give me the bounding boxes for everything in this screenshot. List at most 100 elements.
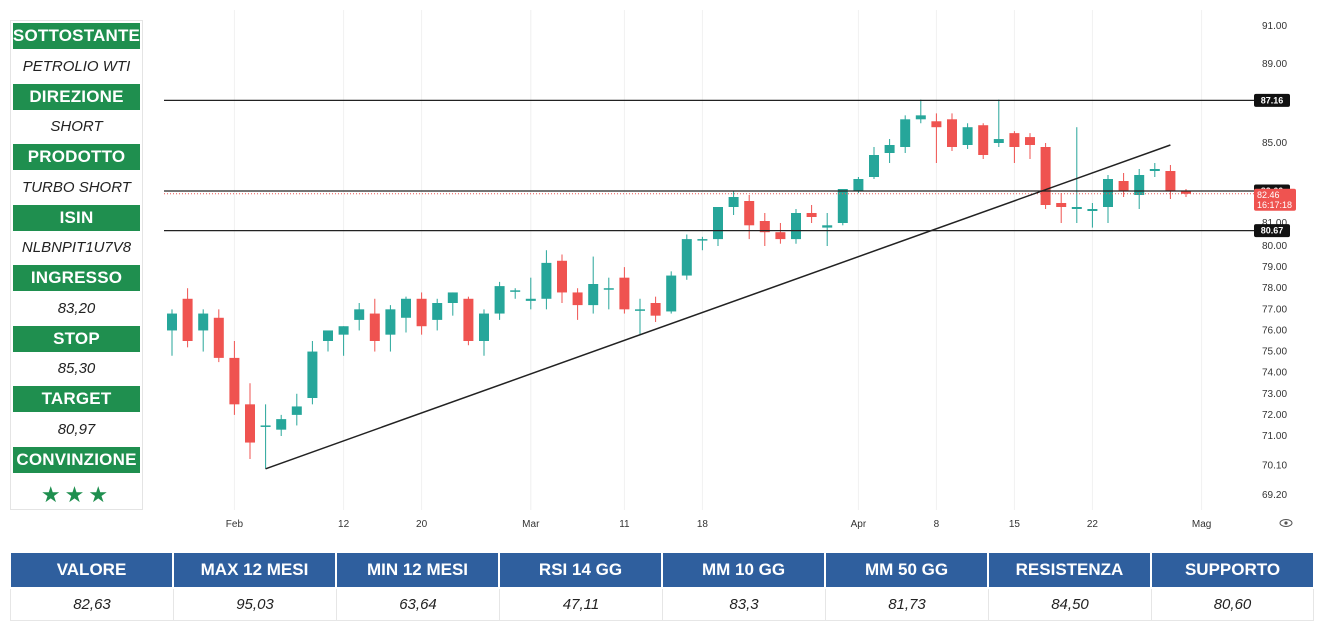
candle-body bbox=[307, 351, 318, 398]
info-value-2: TURBO SHORT bbox=[22, 178, 131, 196]
candle-36 bbox=[728, 191, 739, 215]
candle-6 bbox=[260, 404, 271, 469]
candle-body bbox=[837, 189, 848, 223]
stats-header-0: VALORE bbox=[11, 553, 172, 587]
candle-55 bbox=[1025, 133, 1035, 159]
y-tick-label: 79.00 bbox=[1262, 262, 1287, 273]
candle-body bbox=[1009, 133, 1020, 147]
candle-body bbox=[993, 139, 1004, 143]
info-label-5: STOP bbox=[13, 325, 140, 352]
candle-body bbox=[853, 179, 864, 191]
candle-46 bbox=[884, 139, 895, 163]
info-label-3: ISIN bbox=[13, 204, 140, 231]
candle-64 bbox=[1165, 165, 1176, 199]
candle-body bbox=[1087, 209, 1098, 211]
candle-1 bbox=[182, 288, 193, 348]
candle-56 bbox=[1040, 143, 1051, 209]
level-tag-bg-2 bbox=[1254, 224, 1290, 238]
x-tick-label: 20 bbox=[416, 519, 428, 530]
candle-18 bbox=[447, 292, 458, 316]
x-tick-label: 8 bbox=[934, 519, 940, 530]
candle-body bbox=[354, 309, 365, 320]
eye-icon[interactable] bbox=[1279, 519, 1293, 527]
candle-body bbox=[447, 292, 458, 303]
candle-59 bbox=[1087, 203, 1098, 228]
candle-33 bbox=[681, 234, 692, 280]
candle-28 bbox=[603, 277, 614, 310]
info-label-6: TARGET bbox=[13, 386, 140, 412]
candle-7 bbox=[276, 414, 287, 436]
candle-body bbox=[588, 284, 599, 306]
candle-body bbox=[1103, 179, 1113, 207]
stats-header-5: MM 50 GG bbox=[826, 553, 987, 587]
candle-body bbox=[900, 119, 911, 147]
candle-63 bbox=[1149, 163, 1160, 177]
y-tick-label: 77.00 bbox=[1262, 304, 1287, 315]
y-tick-label: 74.00 bbox=[1262, 368, 1287, 379]
candle-65 bbox=[1181, 189, 1191, 197]
candle-body bbox=[619, 277, 630, 310]
candle-body bbox=[182, 298, 193, 341]
candle-body bbox=[931, 121, 942, 128]
y-tick-label: 72.00 bbox=[1262, 410, 1287, 421]
candle-body bbox=[213, 317, 224, 358]
candle-body bbox=[962, 127, 973, 145]
info-value-4: 83,20 bbox=[57, 299, 96, 317]
candle-16 bbox=[416, 292, 427, 335]
candle-body bbox=[978, 125, 989, 155]
trend-line bbox=[265, 144, 1171, 470]
info-value-0: PETROLIO WTI bbox=[22, 57, 131, 75]
candle-body bbox=[338, 326, 349, 335]
candle-body bbox=[167, 313, 177, 331]
candle-body bbox=[744, 201, 755, 226]
candle-body bbox=[1118, 181, 1129, 191]
y-tick-label: 73.00 bbox=[1262, 389, 1287, 400]
candle-57 bbox=[1056, 193, 1067, 223]
y-tick-label: 80.00 bbox=[1262, 241, 1287, 252]
candle-39 bbox=[775, 223, 786, 244]
candle-15 bbox=[401, 296, 411, 333]
chart-lines bbox=[164, 99, 1254, 470]
candle-body bbox=[557, 260, 567, 293]
candle-21 bbox=[494, 281, 505, 320]
candle-47 bbox=[900, 115, 911, 153]
y-tick-label: 75.00 bbox=[1262, 347, 1287, 358]
candle-42 bbox=[822, 213, 833, 246]
candle-19 bbox=[463, 296, 474, 346]
candle-body bbox=[947, 119, 957, 147]
candle-body bbox=[666, 275, 677, 312]
stats-header-2: MIN 12 MESI bbox=[337, 553, 498, 587]
candle-body bbox=[432, 303, 443, 320]
candle-body bbox=[713, 207, 723, 240]
last-price-countdown: 16:17:18 bbox=[1257, 200, 1292, 210]
stats-header-1: MAX 12 MESI bbox=[174, 553, 335, 587]
candle-body bbox=[572, 292, 583, 306]
candle-10 bbox=[323, 330, 333, 352]
candle-53 bbox=[993, 99, 1004, 147]
candle-body bbox=[869, 155, 879, 177]
stats-value-2: 63,64 bbox=[336, 589, 499, 621]
candle-38 bbox=[759, 213, 770, 246]
candle-body bbox=[229, 357, 240, 405]
candle-body bbox=[1056, 203, 1067, 207]
stats-value-6: 84,50 bbox=[988, 589, 1151, 621]
candle-61 bbox=[1118, 173, 1129, 197]
candle-35 bbox=[713, 207, 723, 246]
candle-body bbox=[369, 313, 380, 341]
candle-0 bbox=[167, 309, 177, 356]
candle-body bbox=[775, 232, 786, 240]
candle-44 bbox=[853, 177, 864, 193]
candle-body bbox=[681, 239, 692, 276]
candle-54 bbox=[1009, 131, 1020, 163]
candle-body bbox=[650, 303, 661, 316]
stats-value-1: 95,03 bbox=[173, 589, 336, 621]
stats-value-4: 83,3 bbox=[662, 589, 825, 621]
x-tick-label: Apr bbox=[851, 519, 867, 530]
candle-32 bbox=[666, 271, 677, 314]
candle-52 bbox=[978, 123, 989, 159]
candle-body bbox=[245, 404, 255, 443]
y-tick-label: 85.00 bbox=[1262, 138, 1287, 149]
level-tag-bg-0 bbox=[1254, 93, 1290, 107]
candle-body bbox=[479, 313, 489, 341]
stats-value-3: 47,11 bbox=[499, 589, 662, 621]
